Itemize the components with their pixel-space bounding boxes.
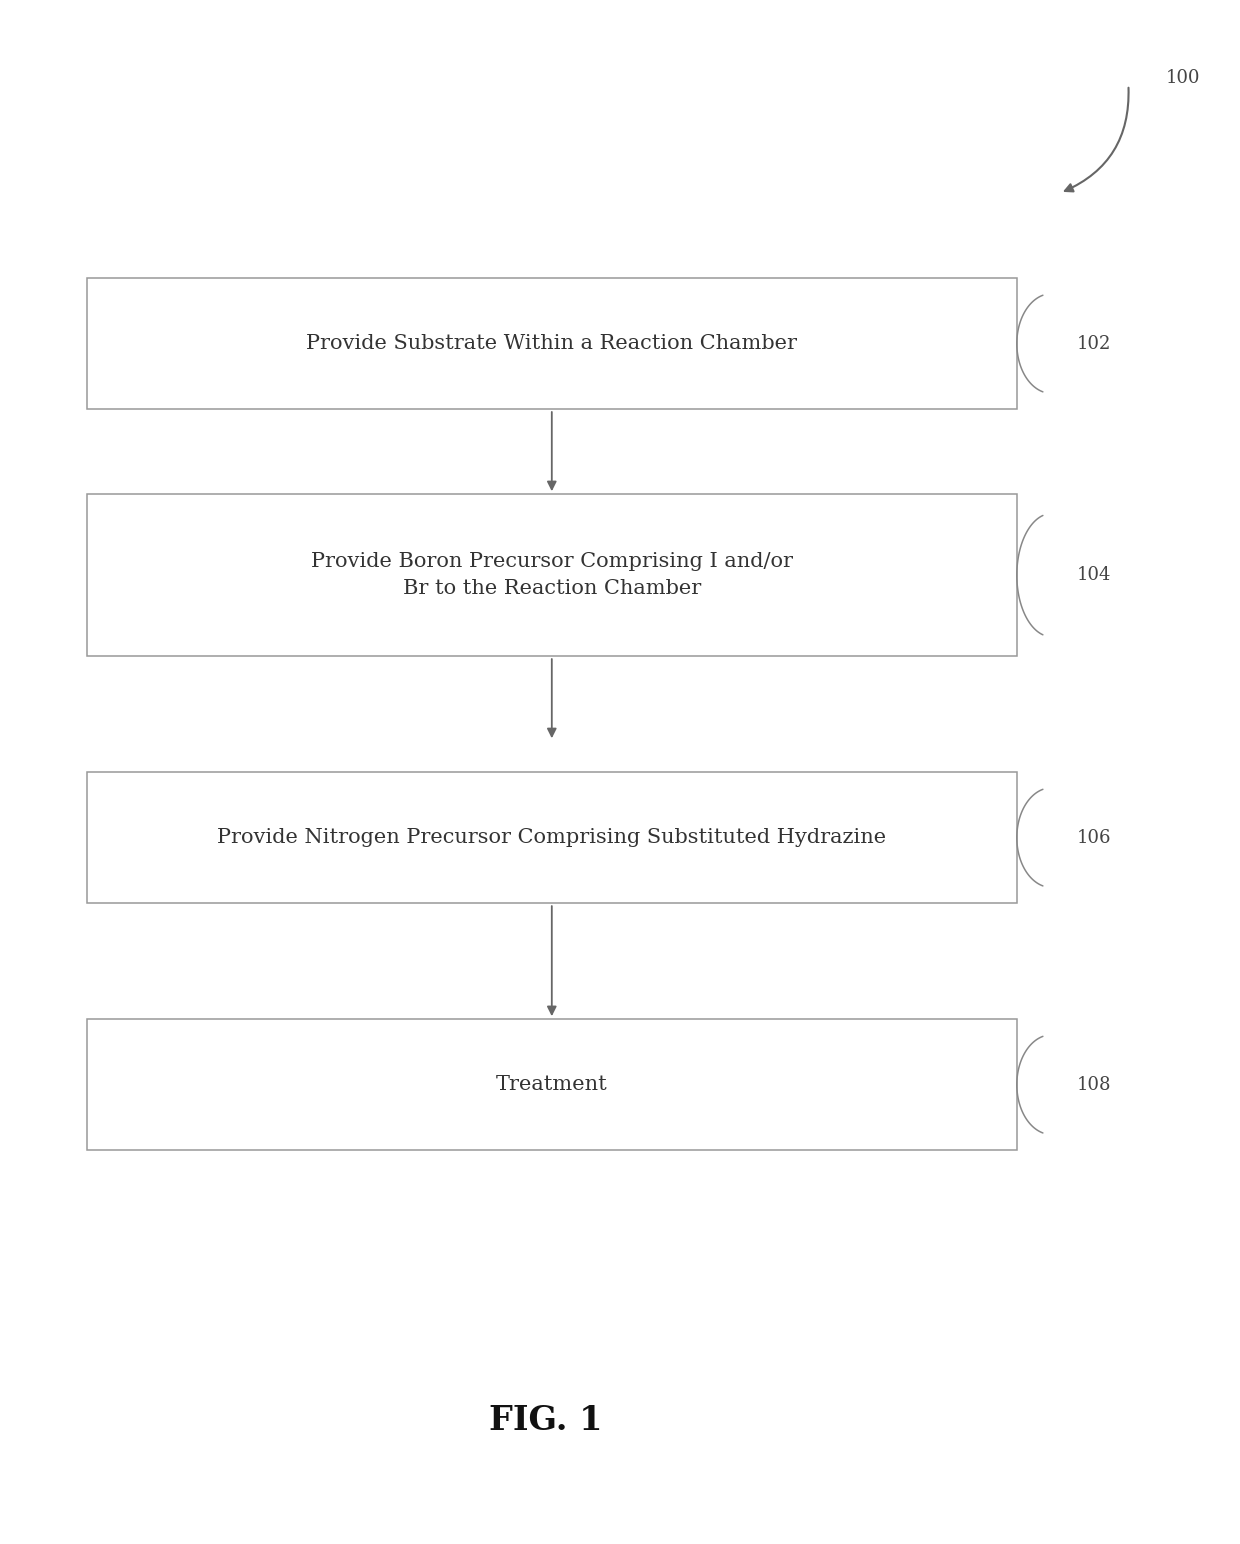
FancyBboxPatch shape (87, 772, 1017, 903)
FancyBboxPatch shape (87, 494, 1017, 656)
Text: Provide Nitrogen Precursor Comprising Substituted Hydrazine: Provide Nitrogen Precursor Comprising Su… (217, 828, 887, 848)
Text: FIG. 1: FIG. 1 (489, 1403, 603, 1437)
FancyBboxPatch shape (87, 278, 1017, 409)
Text: Treatment: Treatment (496, 1075, 608, 1095)
Text: 104: 104 (1076, 567, 1111, 584)
Text: Provide Substrate Within a Reaction Chamber: Provide Substrate Within a Reaction Cham… (306, 334, 797, 354)
Text: 108: 108 (1076, 1076, 1111, 1093)
Text: 100: 100 (1166, 69, 1200, 88)
Text: 102: 102 (1076, 335, 1111, 352)
FancyBboxPatch shape (87, 1019, 1017, 1150)
Text: Provide Boron Precursor Comprising I and/or
Br to the Reaction Chamber: Provide Boron Precursor Comprising I and… (311, 553, 792, 598)
FancyArrowPatch shape (1065, 88, 1128, 191)
Text: 106: 106 (1076, 829, 1111, 846)
